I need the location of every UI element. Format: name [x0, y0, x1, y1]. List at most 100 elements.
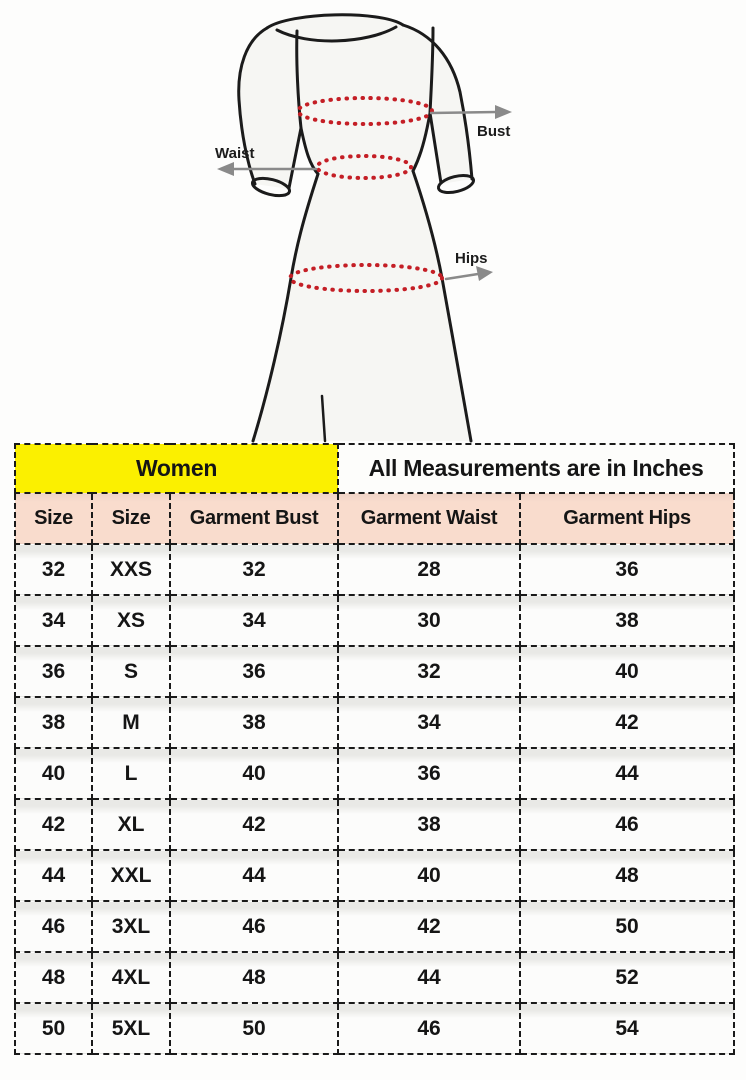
table-cell: 38 — [337, 798, 522, 851]
table-cell: 34 — [14, 594, 93, 647]
table-cell: 46 — [168, 900, 340, 953]
waist-arrowhead — [217, 162, 234, 176]
right-sleeve-outer-line — [401, 23, 474, 181]
table-row: 34 XS 34 30 38 — [14, 594, 736, 647]
table-cell: XXS — [91, 543, 171, 596]
bust-arrow-line — [429, 110, 499, 115]
left-waist-curve — [299, 126, 320, 176]
table-cell: 38 — [14, 696, 93, 749]
table-cell: 5XL — [91, 1002, 171, 1055]
measurement-ellipses — [288, 96, 444, 293]
table-cell: 48 — [168, 951, 340, 1004]
table-row: 36 S 36 32 40 — [14, 645, 736, 698]
left-skirt-line — [251, 172, 320, 443]
dress-outline — [237, 13, 476, 443]
bust-arrowhead — [495, 105, 512, 119]
left-cuff — [250, 176, 292, 198]
table-cell: 42 — [14, 798, 93, 851]
measurement-arrows — [217, 105, 512, 281]
table-cell: 34 — [337, 696, 522, 749]
col-header-garment-bust: Garment Bust — [168, 492, 340, 545]
table-cell: M — [91, 696, 171, 749]
hips-arrowhead — [476, 266, 493, 281]
table-cell: 4XL — [91, 951, 171, 1004]
bust-ellipse — [296, 96, 434, 126]
measurement-diagram: Bust Waist Hips — [0, 0, 746, 443]
bust-label: Bust — [477, 123, 510, 140]
table-cell: XS — [91, 594, 171, 647]
table-cell: 34 — [168, 594, 340, 647]
table-cell: 32 — [168, 543, 340, 596]
measurement-labels: Bust Waist Hips — [215, 123, 510, 267]
measurements-note: All Measurements are in Inches — [337, 443, 736, 494]
col-header-size-number: Size — [14, 492, 93, 545]
table-cell: 28 — [337, 543, 522, 596]
table-cell: 30 — [337, 594, 522, 647]
table-cell: 46 — [14, 900, 93, 953]
neckline-curve — [275, 25, 398, 43]
table-cell: 32 — [14, 543, 93, 596]
women-banner: Women — [13, 443, 340, 494]
dress-illustration: Bust Waist Hips — [215, 13, 512, 443]
right-waist-curve — [411, 111, 432, 173]
table-cell: S — [91, 645, 171, 698]
table-cell: 46 — [337, 1002, 522, 1055]
table-cell: XXL — [91, 849, 171, 902]
left-body-seam — [295, 29, 303, 130]
waist-label: Waist — [215, 145, 254, 162]
table-cell: 50 — [14, 1002, 93, 1055]
left-sleeve-inner-line — [287, 126, 303, 190]
table-cell: 44 — [168, 849, 340, 902]
table-cell: 40 — [14, 747, 93, 800]
table-row: 50 5XL 50 46 54 — [14, 1002, 736, 1055]
table-row: 46 3XL 46 42 50 — [14, 900, 736, 953]
table-cell: 50 — [519, 900, 736, 953]
left-sleeve-outer-line — [237, 26, 269, 186]
size-table: Women All Measurements are in Inches Siz… — [13, 443, 736, 1055]
right-cuff — [436, 174, 476, 194]
collar-outer-line — [265, 13, 405, 30]
table-cell: 36 — [337, 747, 522, 800]
hips-ellipse — [288, 263, 444, 293]
table-row: 48 4XL 48 44 52 — [14, 951, 736, 1004]
table-cell: 38 — [168, 696, 340, 749]
table-cell: 40 — [519, 645, 736, 698]
table-cell: 36 — [14, 645, 93, 698]
table-row: 42 XL 42 38 46 — [14, 798, 736, 851]
table-cell: 44 — [519, 747, 736, 800]
table-cell: 36 — [519, 543, 736, 596]
skirt-slit-line — [320, 394, 327, 443]
right-body-seam — [428, 26, 435, 115]
table-cell: 44 — [14, 849, 93, 902]
hips-arrow-line — [444, 272, 480, 281]
col-header-size-letter: Size — [91, 492, 171, 545]
table-cell: 32 — [337, 645, 522, 698]
table-cell: 46 — [519, 798, 736, 851]
table-row: 44 XXL 44 40 48 — [14, 849, 736, 902]
size-table-body: 32 XXS 32 28 36 34 XS 34 30 38 36 S 36 32 40 38 M 38 34 42 4… — [14, 543, 736, 1055]
col-header-garment-hips: Garment Hips — [519, 492, 736, 545]
table-cell: XL — [91, 798, 171, 851]
table-cell: 38 — [519, 594, 736, 647]
table-cell: 3XL — [91, 900, 171, 953]
dress-silhouette — [238, 14, 472, 441]
column-header-row: Size Size Garment Bust Garment Waist Gar… — [14, 492, 736, 545]
waist-ellipse — [315, 154, 413, 180]
table-cell: 52 — [519, 951, 736, 1004]
right-sleeve-inner-line — [428, 111, 443, 185]
banner-row: Women All Measurements are in Inches — [13, 443, 736, 494]
table-row: 40 L 40 36 44 — [14, 747, 736, 800]
table-cell: 40 — [168, 747, 340, 800]
table-cell: 40 — [337, 849, 522, 902]
table-cell: L — [91, 747, 171, 800]
table-cell: 36 — [168, 645, 340, 698]
table-cell: 50 — [168, 1002, 340, 1055]
table-row: 32 XXS 32 28 36 — [14, 543, 736, 596]
hips-label: Hips — [455, 250, 488, 267]
table-cell: 42 — [337, 900, 522, 953]
table-row: 38 M 38 34 42 — [14, 696, 736, 749]
col-header-garment-waist: Garment Waist — [337, 492, 522, 545]
table-cell: 42 — [519, 696, 736, 749]
table-cell: 48 — [519, 849, 736, 902]
